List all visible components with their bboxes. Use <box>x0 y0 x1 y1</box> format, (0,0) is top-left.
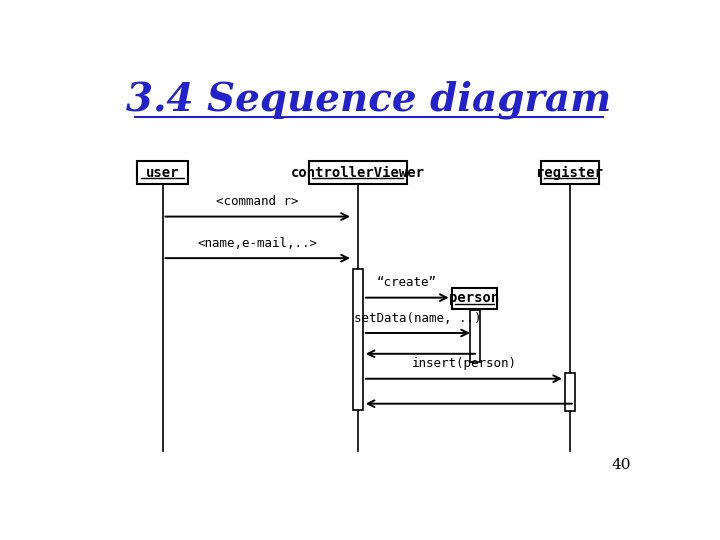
Text: “create”: “create” <box>377 276 437 289</box>
Text: user: user <box>145 166 179 180</box>
Bar <box>138 161 188 184</box>
Text: insert(person): insert(person) <box>411 357 516 370</box>
Text: <name,e-mail,..>: <name,e-mail,..> <box>198 237 318 250</box>
Text: controllerViewer: controllerViewer <box>291 166 425 180</box>
Text: setData(name, ..): setData(name, ..) <box>354 312 482 325</box>
Bar <box>309 161 407 184</box>
Bar <box>470 310 480 362</box>
Text: person: person <box>449 292 500 306</box>
Text: 3.4 Sequence diagram: 3.4 Sequence diagram <box>127 81 611 119</box>
Bar <box>541 161 599 184</box>
Text: register: register <box>536 166 603 180</box>
Bar <box>353 268 363 410</box>
Bar <box>565 373 575 411</box>
Text: <command r>: <command r> <box>217 195 299 208</box>
Text: 40: 40 <box>612 458 631 472</box>
Bar <box>451 288 498 309</box>
